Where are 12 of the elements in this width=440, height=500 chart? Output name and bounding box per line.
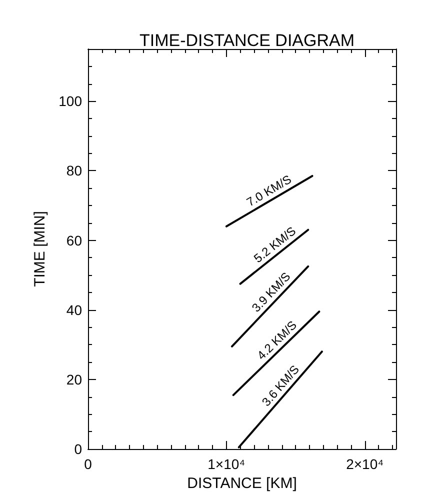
y-tick-label: 60 — [66, 232, 82, 248]
y-tick-label: 40 — [66, 302, 82, 318]
x-axis-title: DISTANCE [KM] — [187, 474, 297, 492]
y-tick-label: 20 — [66, 371, 82, 388]
y-tick-label: 100 — [58, 93, 82, 110]
chart-title: TIME-DISTANCE DIAGRAM — [139, 31, 355, 50]
x-tick-label: 0 — [84, 456, 92, 472]
x-tick-label: 2×10⁴ — [346, 456, 384, 472]
y-axis-title: TIME [MIN] — [32, 211, 49, 287]
y-tick-label: 0 — [74, 441, 82, 457]
x-tick-label: 1×10⁴ — [208, 456, 246, 472]
y-tick-label: 80 — [66, 162, 82, 179]
